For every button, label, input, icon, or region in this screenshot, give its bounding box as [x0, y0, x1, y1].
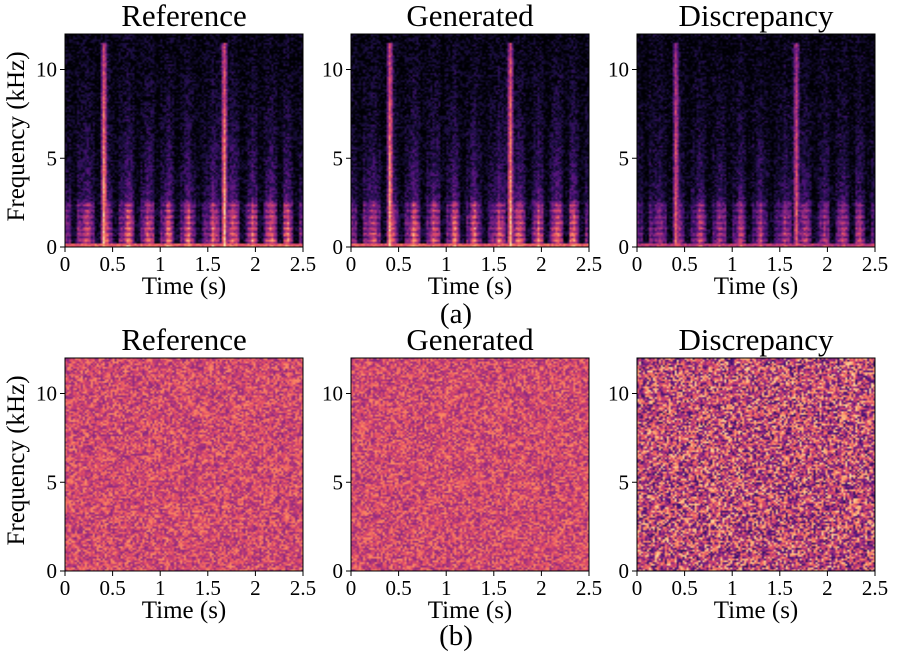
y-axis-label: Frequency (kHz) [3, 375, 30, 545]
x-tick-label: 1.5 [767, 252, 793, 276]
x-tick-label: 1.5 [195, 576, 221, 600]
x-tick-label: 0 [632, 576, 643, 600]
y-tick-label: 5 [619, 470, 630, 494]
heatmap-image [637, 358, 875, 571]
caption-a: (a) [440, 298, 472, 330]
x-tick-label: 1.5 [481, 576, 507, 600]
heatmap-image [351, 358, 589, 571]
y-tick-label: 0 [619, 235, 630, 259]
plot-frame [350, 357, 590, 572]
panel-a-generated: Generated 0 0.5 1 1.5 2 2.5 0 5 10 Time (s) [322, 0, 602, 300]
panel-b-discrepancy: Discrepancy 0 0.5 1 1.5 2 2.5 0 5 10 Time (s) [608, 322, 888, 624]
x-tick-label: 2.5 [290, 576, 316, 600]
y-tick-label: 5 [619, 146, 630, 170]
x-tick-label: 1 [155, 576, 166, 600]
panel-title: Reference [121, 322, 247, 357]
panel-title: Discrepancy [679, 322, 834, 357]
x-tick-label: 2.5 [576, 252, 602, 276]
y-tick-label: 5 [47, 146, 58, 170]
x-tick-label: 2.5 [862, 576, 888, 600]
x-tick-label: 1 [441, 576, 452, 600]
x-tick-label: 2.5 [862, 252, 888, 276]
panel-title: Generated [406, 322, 534, 357]
y-tick-label: 0 [47, 235, 58, 259]
panel-b-reference: Reference 0 0.5 1 1.5 2 2.5 0 5 10 Time (s) Frequen… [3, 322, 316, 624]
heatmap-image [351, 34, 589, 247]
x-tick-label: 1 [155, 252, 166, 276]
heatmap-image [65, 34, 303, 247]
panel-a-discrepancy: Discrepancy 0 0.5 1 1.5 2 2.5 0 5 10 Time (s) [608, 0, 888, 300]
y-tick-label: 10 [608, 382, 629, 406]
x-tick-label: 2.5 [290, 252, 316, 276]
caption-b: (b) [439, 620, 473, 652]
heatmap-image [637, 34, 875, 247]
y-tick-label: 0 [333, 559, 344, 583]
x-tick-label: 0 [60, 576, 71, 600]
y-tick-label: 10 [36, 382, 57, 406]
x-tick-label: 2 [822, 576, 833, 600]
y-tick-label: 5 [47, 470, 58, 494]
y-axis-label: Frequency (kHz) [3, 51, 30, 221]
panel-a-reference: Reference 0 0.5 1 1.5 2 2.5 0 5 10 Time (s) Frequen… [3, 0, 316, 300]
x-tick-label: 1 [727, 252, 738, 276]
plot-frame [64, 357, 304, 572]
plot-frame [636, 33, 876, 248]
x-tick-label: 0 [346, 252, 357, 276]
y-tick-label: 0 [619, 559, 630, 583]
x-axis-label: Time (s) [142, 273, 227, 300]
x-axis-label: Time (s) [714, 597, 799, 624]
x-tick-label: 0.5 [385, 576, 411, 600]
y-tick-label: 10 [322, 58, 343, 82]
x-tick-label: 2 [536, 252, 547, 276]
panel-title: Discrepancy [679, 0, 834, 33]
x-tick-label: 0 [346, 576, 357, 600]
y-tick-label: 5 [333, 470, 344, 494]
plot-frame [350, 33, 590, 248]
x-tick-label: 2 [536, 576, 547, 600]
x-tick-label: 0.5 [99, 576, 125, 600]
x-tick-label: 0.5 [385, 252, 411, 276]
x-axis-label: Time (s) [428, 273, 513, 300]
x-tick-label: 0 [632, 252, 643, 276]
panel-title: Reference [121, 0, 247, 33]
x-tick-label: 2 [250, 576, 261, 600]
plot-frame [64, 33, 304, 248]
x-tick-label: 0.5 [671, 252, 697, 276]
x-tick-label: 1 [441, 252, 452, 276]
y-tick-label: 10 [608, 58, 629, 82]
x-tick-label: 2.5 [576, 576, 602, 600]
y-tick-label: 10 [322, 382, 343, 406]
heatmap-image [65, 358, 303, 571]
y-tick-label: 0 [333, 235, 344, 259]
y-tick-label: 10 [36, 58, 57, 82]
y-tick-label: 0 [47, 559, 58, 583]
x-axis-label: Time (s) [714, 273, 799, 300]
y-tick-label: 5 [333, 146, 344, 170]
x-tick-label: 1 [727, 576, 738, 600]
x-tick-label: 0.5 [99, 252, 125, 276]
x-axis-label: Time (s) [428, 597, 513, 624]
x-tick-label: 1.5 [767, 576, 793, 600]
panel-title: Generated [406, 0, 534, 33]
x-tick-label: 1.5 [481, 252, 507, 276]
x-tick-label: 2 [250, 252, 261, 276]
x-axis-label: Time (s) [142, 597, 227, 624]
plot-frame [636, 357, 876, 572]
x-tick-label: 1.5 [195, 252, 221, 276]
panel-b-generated: Generated 0 0.5 1 1.5 2 2.5 0 5 10 Time (s) [322, 322, 602, 624]
x-tick-label: 0.5 [671, 576, 697, 600]
x-tick-label: 0 [60, 252, 71, 276]
x-tick-label: 2 [822, 252, 833, 276]
